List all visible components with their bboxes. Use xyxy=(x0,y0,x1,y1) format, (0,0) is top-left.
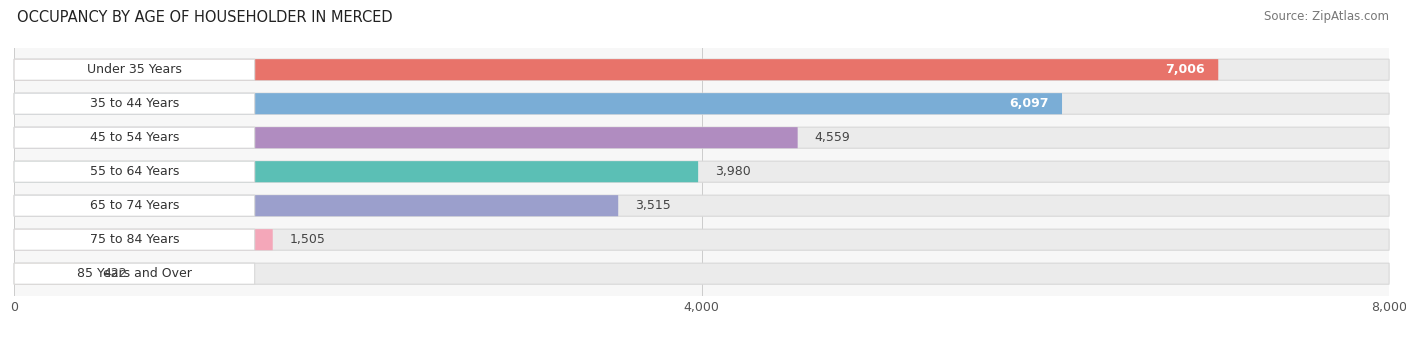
FancyBboxPatch shape xyxy=(14,229,254,250)
Text: 1,505: 1,505 xyxy=(290,233,326,246)
Text: 3,980: 3,980 xyxy=(716,165,751,178)
FancyBboxPatch shape xyxy=(14,161,699,182)
FancyBboxPatch shape xyxy=(14,263,1389,284)
FancyBboxPatch shape xyxy=(14,59,1389,80)
FancyBboxPatch shape xyxy=(14,127,254,148)
FancyBboxPatch shape xyxy=(14,127,797,148)
FancyBboxPatch shape xyxy=(14,93,1389,114)
FancyBboxPatch shape xyxy=(14,195,619,216)
Text: 3,515: 3,515 xyxy=(636,199,671,212)
Text: 75 to 84 Years: 75 to 84 Years xyxy=(90,233,179,246)
Text: 85 Years and Over: 85 Years and Over xyxy=(77,267,191,280)
FancyBboxPatch shape xyxy=(14,263,254,284)
Text: 6,097: 6,097 xyxy=(1008,97,1049,110)
FancyBboxPatch shape xyxy=(14,59,254,80)
Text: 4,559: 4,559 xyxy=(815,131,851,144)
Text: 422: 422 xyxy=(104,267,128,280)
Text: 35 to 44 Years: 35 to 44 Years xyxy=(90,97,179,110)
Text: OCCUPANCY BY AGE OF HOUSEHOLDER IN MERCED: OCCUPANCY BY AGE OF HOUSEHOLDER IN MERCE… xyxy=(17,10,392,25)
FancyBboxPatch shape xyxy=(14,229,273,250)
Text: 7,006: 7,006 xyxy=(1166,63,1205,76)
FancyBboxPatch shape xyxy=(14,195,1389,216)
Text: 55 to 64 Years: 55 to 64 Years xyxy=(90,165,179,178)
Text: 65 to 74 Years: 65 to 74 Years xyxy=(90,199,179,212)
FancyBboxPatch shape xyxy=(14,93,254,114)
FancyBboxPatch shape xyxy=(14,93,1062,114)
FancyBboxPatch shape xyxy=(14,195,254,216)
FancyBboxPatch shape xyxy=(14,229,1389,250)
Text: 45 to 54 Years: 45 to 54 Years xyxy=(90,131,179,144)
FancyBboxPatch shape xyxy=(14,59,1218,80)
Text: Under 35 Years: Under 35 Years xyxy=(87,63,181,76)
FancyBboxPatch shape xyxy=(14,127,1389,148)
FancyBboxPatch shape xyxy=(14,161,254,182)
FancyBboxPatch shape xyxy=(14,161,1389,182)
FancyBboxPatch shape xyxy=(14,263,87,284)
Text: Source: ZipAtlas.com: Source: ZipAtlas.com xyxy=(1264,10,1389,23)
